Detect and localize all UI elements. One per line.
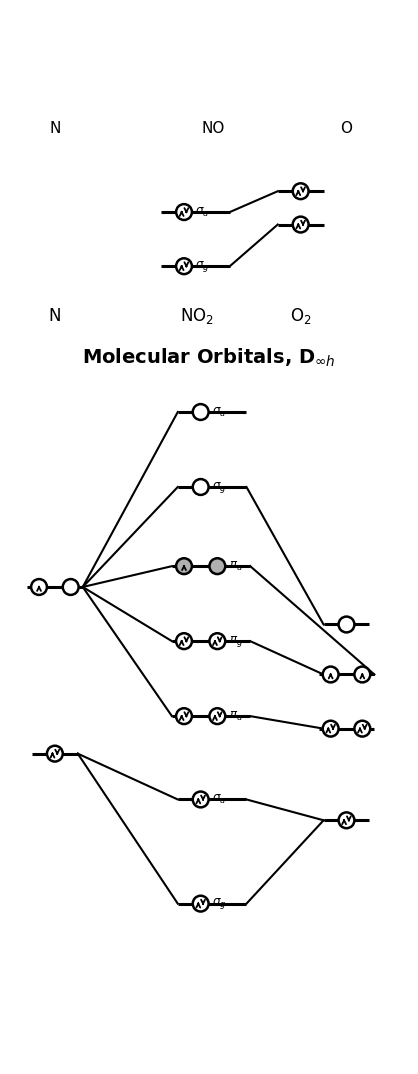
Text: $\pi_u$: $\pi_u$ <box>229 560 242 572</box>
Circle shape <box>339 616 354 633</box>
Circle shape <box>47 745 63 761</box>
Text: $\pi_u$: $\pi_u$ <box>229 710 242 723</box>
Text: $\sigma_u$: $\sigma_u$ <box>212 406 226 419</box>
Text: O: O <box>341 121 352 136</box>
Circle shape <box>209 558 225 575</box>
Circle shape <box>193 404 209 420</box>
Circle shape <box>176 558 192 575</box>
Text: $\sigma_g$: $\sigma_g$ <box>195 259 209 274</box>
Text: $\sigma_g$: $\sigma_g$ <box>212 896 226 911</box>
Circle shape <box>176 708 192 724</box>
Text: $\pi_g$: $\pi_g$ <box>229 634 242 649</box>
Circle shape <box>293 217 308 232</box>
Circle shape <box>193 479 209 495</box>
Text: $\sigma_g$: $\sigma_g$ <box>212 479 226 494</box>
Circle shape <box>323 721 339 737</box>
Circle shape <box>176 258 192 274</box>
Circle shape <box>176 204 192 220</box>
Circle shape <box>63 579 79 595</box>
Circle shape <box>209 708 225 724</box>
Circle shape <box>193 896 209 912</box>
Text: O$_2$: O$_2$ <box>290 306 311 326</box>
Text: $\sigma_u$: $\sigma_u$ <box>195 205 209 219</box>
Circle shape <box>323 667 339 682</box>
Text: $\sigma_u$: $\sigma_u$ <box>212 793 226 806</box>
Circle shape <box>339 812 354 828</box>
Text: N: N <box>48 307 61 325</box>
Circle shape <box>209 634 225 649</box>
Text: Molecular Orbitals, D$_{\infty h}$: Molecular Orbitals, D$_{\infty h}$ <box>82 347 336 369</box>
Circle shape <box>293 184 308 199</box>
Text: NO: NO <box>201 121 225 136</box>
Circle shape <box>176 634 192 649</box>
Circle shape <box>354 667 370 682</box>
Circle shape <box>193 792 209 808</box>
Circle shape <box>354 721 370 737</box>
Circle shape <box>31 579 47 595</box>
Text: N: N <box>49 121 61 136</box>
Text: NO$_2$: NO$_2$ <box>179 306 214 326</box>
